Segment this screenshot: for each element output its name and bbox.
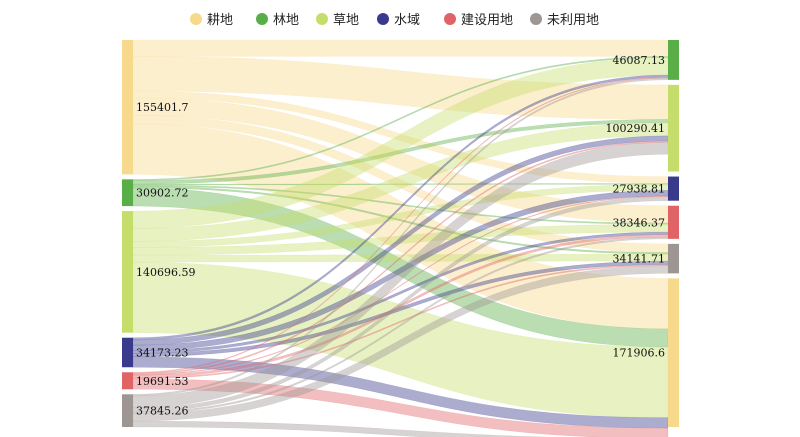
source-node-label-2: 140696.59 xyxy=(136,266,196,279)
target-node-0 xyxy=(668,40,679,80)
legend-label-3: 水域 xyxy=(394,13,420,28)
legend-swatch-4 xyxy=(444,13,456,25)
source-node-3 xyxy=(122,337,133,368)
legend-swatch-1 xyxy=(256,13,268,25)
link-35 xyxy=(132,420,558,437)
target-node-5 xyxy=(668,278,679,427)
target-node-2 xyxy=(668,176,679,201)
source-node-5 xyxy=(122,394,133,427)
target-node-label-1: 100290.41 xyxy=(606,122,666,135)
link-34 xyxy=(132,265,669,422)
legend-swatch-3 xyxy=(377,13,389,25)
legend-label-1: 林地 xyxy=(273,13,299,28)
source-node-label-3: 34173.23 xyxy=(136,346,189,359)
link-32 xyxy=(132,196,669,413)
target-node-4 xyxy=(668,243,679,274)
legend-label-4: 建设用地 xyxy=(461,13,513,28)
target-node-label-3: 38346.37 xyxy=(613,216,666,229)
source-node-label-0: 155401.7 xyxy=(136,101,189,114)
links-layer xyxy=(132,39,669,437)
legend-label-5: 未利用地 xyxy=(547,13,599,28)
source-node-label-5: 37845.26 xyxy=(136,405,189,418)
link-29 xyxy=(132,378,669,437)
source-node-4 xyxy=(122,372,133,390)
legend-swatch-5 xyxy=(530,13,542,25)
target-node-3 xyxy=(668,205,679,239)
link-0 xyxy=(132,39,669,57)
source-node-label-1: 30902.72 xyxy=(136,187,189,200)
legend: 耕地 林地 草地 水域 建设用地 未利用地 xyxy=(190,12,599,28)
source-node-1 xyxy=(122,179,133,207)
target-node-1 xyxy=(668,84,679,172)
target-node-label-2: 27938.81 xyxy=(613,183,666,196)
labels-layer: 155401.7 30902.72 140696.59 34173.23 19691.5… xyxy=(136,54,665,418)
link-23 xyxy=(132,356,669,429)
legend-label-2: 草地 xyxy=(333,13,359,28)
legend-label-0: 耕地 xyxy=(207,12,233,28)
source-node-label-4: 19691.53 xyxy=(136,375,189,388)
target-node-label-5: 171906.6 xyxy=(613,347,666,360)
nodes-layer xyxy=(122,40,679,427)
target-node-label-0: 46087.13 xyxy=(613,54,666,67)
legend-swatch-2 xyxy=(316,13,328,25)
source-node-0 xyxy=(122,40,133,175)
legend-swatch-0 xyxy=(190,13,202,25)
target-node-label-4: 34141.71 xyxy=(613,253,666,266)
source-node-2 xyxy=(122,211,133,333)
